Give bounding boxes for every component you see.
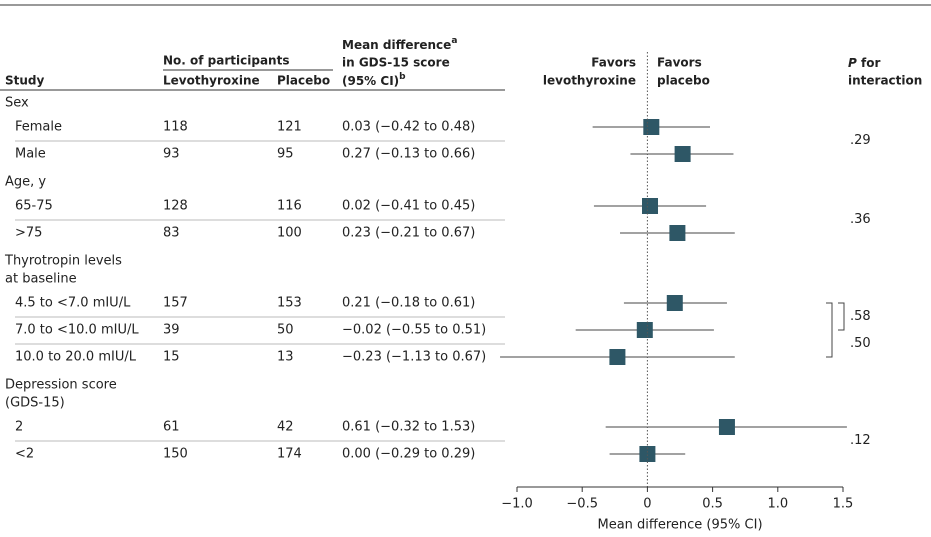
row-label: 65-75 [15, 199, 53, 214]
p-value: .12 [850, 433, 871, 448]
placebo-count: 42 [277, 420, 294, 435]
group-label: Thyrotropin levels [4, 254, 122, 269]
row-label: 7.0 to <10.0 mIU/L [15, 323, 139, 338]
levo-count: 157 [163, 296, 188, 311]
bracket [838, 302, 845, 331]
x-tick-label: 1.0 [767, 497, 788, 512]
favors-left: Favors [591, 56, 636, 70]
ci-label: 0.27 (−0.13 to 0.66) [342, 147, 475, 162]
footnote-mark: b [399, 72, 406, 82]
x-tick-label: −0.5 [566, 497, 598, 512]
placebo-count: 174 [277, 447, 302, 462]
x-tick-label: −1.0 [501, 497, 533, 512]
row-label: >75 [15, 226, 42, 241]
row-label: 2 [15, 420, 23, 435]
p-value: .29 [850, 133, 871, 148]
favors-left: levothyroxine [543, 74, 636, 88]
ci-label: 0.21 (−0.18 to 0.61) [342, 296, 475, 311]
row-label: Female [15, 120, 62, 135]
row-label: 10.0 to 20.0 mIU/L [15, 350, 137, 365]
header-line: Mean difference [342, 38, 451, 52]
group-label: (GDS-15) [5, 396, 65, 411]
ci-label: 0.23 (−0.21 to 0.67) [342, 226, 475, 241]
p-value: .50 [850, 336, 871, 351]
p-header: interaction [848, 74, 922, 88]
ci-label: −0.23 (−1.13 to 0.67) [342, 350, 486, 365]
levo-count: 15 [163, 350, 180, 365]
participants-header: No. of participants [163, 54, 289, 68]
levo-count: 118 [163, 120, 188, 135]
placebo-count: 95 [277, 147, 294, 162]
estimate-marker [639, 446, 656, 462]
levo-header: Levothyroxine [163, 74, 260, 88]
group-label: Depression score [5, 378, 117, 393]
x-tick-label: 0 [643, 497, 651, 512]
mean-diff-header: Mean differencea [342, 36, 457, 52]
estimate-marker [669, 225, 686, 241]
p-value: .36 [850, 212, 871, 227]
ci-label: −0.02 (−0.55 to 0.51) [342, 323, 486, 338]
placebo-header: Placebo [277, 74, 330, 88]
placebo-count: 13 [277, 350, 294, 365]
row-label: Male [15, 147, 46, 162]
row-label: 4.5 to <7.0 mIU/L [15, 296, 131, 311]
p-header: P for [848, 56, 880, 70]
placebo-count: 121 [277, 120, 302, 135]
bracket [826, 302, 833, 358]
footnote-mark: a [451, 36, 457, 46]
placebo-count: 100 [277, 226, 302, 241]
p-word: for [861, 56, 880, 70]
p-letter: P [848, 56, 857, 70]
group-label: at baseline [5, 272, 77, 287]
group-label: Age, y [5, 175, 46, 190]
mean-diff-header: in GDS-15 score [342, 56, 450, 70]
header-line: (95% CI) [342, 74, 399, 88]
levo-count: 39 [163, 323, 180, 338]
placebo-count: 153 [277, 296, 302, 311]
mean-diff-header: (95% CI)b [342, 72, 406, 88]
x-tick-label: 1.5 [833, 497, 854, 512]
estimate-marker [666, 295, 683, 311]
favors-right: placebo [657, 74, 710, 88]
ci-label: 0.02 (−0.41 to 0.45) [342, 199, 475, 214]
levo-count: 93 [163, 147, 180, 162]
ci-label: 0.00 (−0.29 to 0.29) [342, 447, 475, 462]
ci-label: 0.61 (−0.32 to 1.53) [342, 420, 475, 435]
favors-right: Favors [657, 56, 702, 70]
estimate-marker [674, 146, 691, 162]
placebo-count: 50 [277, 323, 294, 338]
p-value: .58 [850, 309, 871, 324]
estimate-marker [636, 322, 653, 338]
levo-count: 128 [163, 199, 188, 214]
estimate-marker [609, 349, 626, 365]
x-tick-label: 0.5 [702, 497, 723, 512]
estimate-marker [643, 119, 660, 135]
estimate-marker [718, 419, 735, 435]
levo-count: 83 [163, 226, 180, 241]
levo-count: 61 [163, 420, 180, 435]
x-axis-title: Mean difference (95% CI) [597, 518, 762, 533]
row-label: <2 [15, 447, 34, 462]
placebo-count: 116 [277, 199, 302, 214]
ci-label: 0.03 (−0.42 to 0.48) [342, 120, 475, 135]
levo-count: 150 [163, 447, 188, 462]
study-header: Study [5, 74, 45, 88]
estimate-marker [642, 198, 659, 214]
group-label: Sex [5, 96, 29, 111]
